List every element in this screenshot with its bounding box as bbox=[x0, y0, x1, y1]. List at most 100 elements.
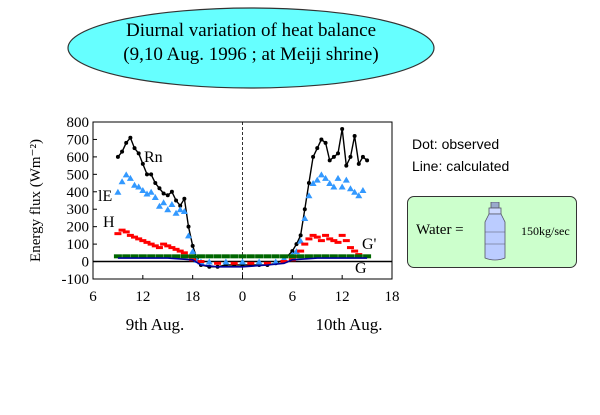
point-le bbox=[305, 192, 313, 199]
point-le bbox=[297, 237, 305, 244]
y-tick-label: -100 bbox=[62, 272, 90, 288]
point-h bbox=[280, 260, 288, 264]
point-g-prime bbox=[155, 254, 164, 259]
x-tick-label: 0 bbox=[239, 289, 247, 305]
point-g-prime bbox=[130, 254, 139, 259]
point-rn bbox=[319, 137, 324, 142]
point-g-prime bbox=[338, 254, 347, 259]
point-rn bbox=[169, 189, 174, 194]
x-tick-label: 12 bbox=[335, 289, 350, 305]
x-tick-label: 12 bbox=[135, 289, 150, 305]
point-rn bbox=[323, 140, 328, 145]
series-label-h: H bbox=[103, 214, 115, 231]
point-rn bbox=[174, 198, 179, 203]
point-h bbox=[118, 228, 126, 232]
point-h bbox=[172, 247, 180, 251]
point-le bbox=[255, 258, 263, 265]
day-label-9th: 9th Aug. bbox=[126, 315, 185, 334]
point-g-prime bbox=[188, 254, 197, 259]
point-h bbox=[155, 246, 163, 250]
water-label: Water = bbox=[416, 222, 464, 238]
point-g-prime bbox=[280, 254, 289, 259]
x-tick-label: 18 bbox=[385, 289, 400, 305]
point-le bbox=[346, 185, 354, 192]
point-le bbox=[147, 188, 155, 195]
point-rn bbox=[298, 233, 303, 238]
point-rn bbox=[186, 224, 191, 229]
point-le bbox=[168, 200, 176, 207]
point-h bbox=[180, 251, 188, 255]
water-bottle-icon bbox=[484, 202, 506, 261]
x-tick-label: 18 bbox=[185, 289, 200, 305]
point-le bbox=[118, 178, 126, 185]
point-rn bbox=[315, 146, 320, 151]
y-tick-label: 800 bbox=[67, 115, 90, 131]
y-tick-label: 200 bbox=[67, 220, 90, 236]
point-h bbox=[313, 235, 321, 239]
point-le bbox=[160, 199, 168, 206]
point-h bbox=[168, 246, 176, 250]
point-le bbox=[143, 190, 151, 197]
point-le bbox=[313, 176, 321, 183]
point-le bbox=[185, 232, 193, 239]
point-h bbox=[346, 246, 354, 250]
point-g-prime bbox=[346, 254, 355, 259]
series-line-g bbox=[117, 257, 368, 268]
point-h bbox=[330, 239, 338, 243]
point-le bbox=[342, 176, 350, 183]
point-le bbox=[155, 202, 163, 209]
point-h bbox=[197, 260, 205, 264]
point-rn bbox=[165, 193, 170, 198]
point-h bbox=[317, 239, 325, 243]
point-g-prime bbox=[304, 254, 313, 259]
point-rn bbox=[115, 154, 120, 159]
point-h bbox=[305, 237, 313, 241]
y-tick-label: 0 bbox=[82, 255, 90, 271]
point-le bbox=[131, 181, 139, 188]
point-rn bbox=[140, 161, 145, 166]
point-le bbox=[135, 183, 143, 190]
point-h bbox=[214, 261, 222, 265]
point-h bbox=[114, 232, 122, 236]
point-le bbox=[222, 258, 230, 265]
series-label-g-prime: G' bbox=[362, 236, 377, 253]
point-rn bbox=[356, 161, 361, 166]
point-g-prime bbox=[321, 254, 330, 259]
point-le bbox=[180, 207, 188, 214]
point-g-prime bbox=[221, 254, 230, 259]
point-rn bbox=[348, 154, 353, 159]
point-h bbox=[143, 240, 151, 244]
point-rn bbox=[340, 126, 345, 131]
y-tick-label: 500 bbox=[67, 167, 90, 183]
water-rate: 150kg/sec bbox=[521, 224, 570, 238]
point-g-prime bbox=[354, 254, 363, 259]
point-le bbox=[359, 187, 367, 194]
series-label-le: lE bbox=[98, 188, 112, 205]
point-h bbox=[135, 237, 143, 241]
point-h bbox=[342, 239, 350, 243]
point-le bbox=[114, 188, 122, 195]
point-rn bbox=[302, 207, 307, 212]
series-label-rn: Rn bbox=[144, 149, 163, 166]
chart-title: Diurnal variation of heat balance bbox=[125, 20, 377, 41]
water-box: Water = 150kg/sec bbox=[407, 196, 577, 268]
point-rn bbox=[352, 133, 357, 138]
point-le bbox=[164, 206, 172, 213]
point-le bbox=[272, 258, 280, 265]
x-tick-label: 6 bbox=[289, 289, 297, 305]
x-tick-label: 6 bbox=[89, 289, 97, 305]
point-le bbox=[355, 192, 363, 199]
point-h bbox=[292, 254, 300, 258]
point-h bbox=[334, 240, 342, 244]
series-label-g: G bbox=[355, 260, 367, 277]
point-le bbox=[338, 183, 346, 190]
point-le bbox=[122, 171, 130, 178]
point-h bbox=[160, 242, 168, 246]
point-le bbox=[139, 187, 147, 194]
day-label-10th: 10th Aug. bbox=[315, 315, 382, 334]
point-g-prime bbox=[147, 254, 156, 259]
y-axis-label: Energy flux (Wm⁻²) bbox=[28, 139, 44, 262]
point-g-prime bbox=[288, 254, 297, 259]
point-le bbox=[309, 180, 317, 187]
point-rn bbox=[365, 158, 370, 163]
